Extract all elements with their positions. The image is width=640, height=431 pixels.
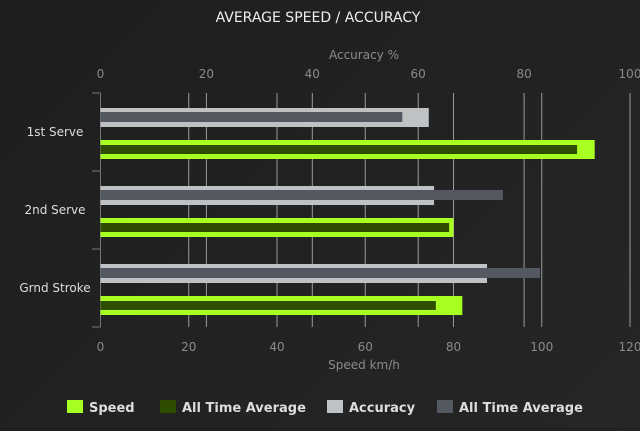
bottom-tick-label: 20 xyxy=(181,340,196,354)
top-tick-label: 60 xyxy=(411,67,426,81)
category-label: Grnd Stroke xyxy=(19,281,90,295)
category-label: 2nd Serve xyxy=(24,203,85,217)
legend-label: Accuracy xyxy=(349,401,416,416)
legend-swatch xyxy=(160,400,176,413)
top-tick-label: 20 xyxy=(199,67,214,81)
accuracy-average-bar xyxy=(100,268,540,278)
bottom-tick-label: 80 xyxy=(446,340,461,354)
top-tick-label: 40 xyxy=(305,67,320,81)
bottom-tick-label: 100 xyxy=(530,340,553,354)
accuracy-average-bar xyxy=(100,190,503,200)
top-tick-label: 0 xyxy=(97,67,105,81)
legend-swatch xyxy=(437,400,453,413)
speed-average-bar xyxy=(100,223,450,232)
top-axis-label: Accuracy % xyxy=(329,48,399,62)
legend-label: All Time Average xyxy=(459,401,583,416)
speed-average-bar xyxy=(100,145,578,154)
accuracy-average-bar xyxy=(100,112,403,122)
bottom-tick-label: 40 xyxy=(269,340,284,354)
bottom-tick-label: 0 xyxy=(97,340,105,354)
chart-title: AVERAGE SPEED / ACCURACY xyxy=(216,10,421,26)
bottom-axis-label: Speed km/h xyxy=(328,358,400,372)
category-label: 1st Serve xyxy=(27,125,84,139)
legend-swatch xyxy=(327,400,343,413)
legend-swatch xyxy=(67,400,83,413)
speed-average-bar xyxy=(100,301,436,310)
bottom-tick-label: 120 xyxy=(619,340,640,354)
top-tick-label: 80 xyxy=(516,67,531,81)
bottom-tick-label: 60 xyxy=(358,340,373,354)
top-tick-label: 100 xyxy=(619,67,640,81)
legend-label: Speed xyxy=(89,401,135,416)
legend-label: All Time Average xyxy=(182,401,306,416)
